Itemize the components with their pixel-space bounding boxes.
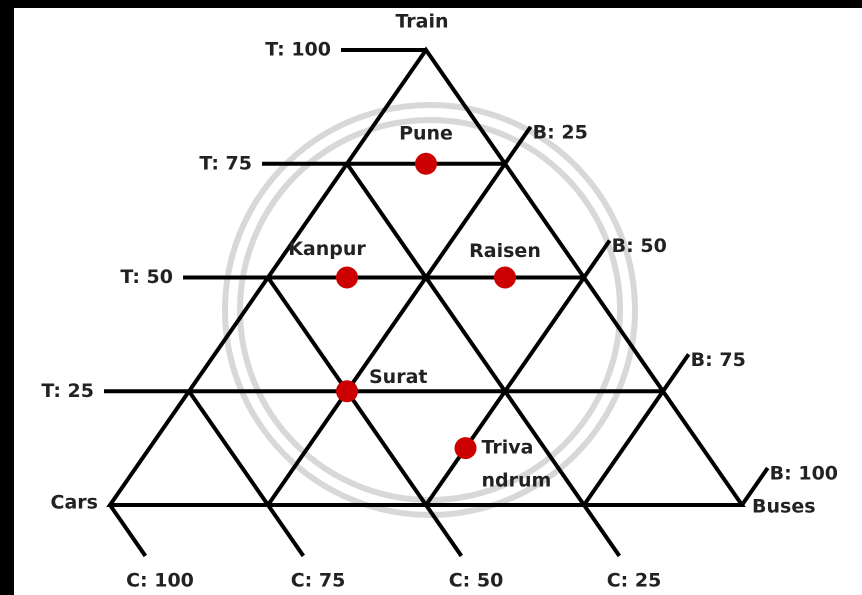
t-tick-label: T: 25 xyxy=(41,380,94,402)
data-point xyxy=(336,266,358,289)
grid-line xyxy=(187,390,306,558)
b-tick-label: B: 100 xyxy=(770,463,838,485)
data-point xyxy=(494,266,516,289)
c-tick-label: C: 75 xyxy=(291,570,346,592)
c-tick-label: C: 25 xyxy=(607,570,662,592)
data-point xyxy=(454,437,477,460)
point-label: Surat xyxy=(369,366,427,388)
c-tick-label: C: 50 xyxy=(449,570,504,592)
t-tick-label: T: 75 xyxy=(199,152,252,174)
point-label: Raisen xyxy=(469,240,541,262)
b-tick-label: B: 25 xyxy=(533,121,588,143)
t-tick-label: T: 100 xyxy=(265,39,331,61)
vertex-label: Train xyxy=(395,11,448,33)
grid-line xyxy=(345,162,622,558)
grid-line xyxy=(582,353,691,507)
c-tick-label: C: 100 xyxy=(126,570,194,592)
data-point xyxy=(336,380,358,403)
vertex-label: Buses xyxy=(752,496,816,518)
point-label: Pune xyxy=(399,122,453,144)
point-label: Kanpur xyxy=(288,238,366,260)
grid-line xyxy=(266,125,533,507)
grid-line xyxy=(424,239,612,507)
point-label: Triva xyxy=(482,437,534,459)
t-tick-label: T: 50 xyxy=(120,266,173,288)
grid-line xyxy=(108,503,148,558)
data-point xyxy=(415,152,437,175)
point-label: ndrum xyxy=(482,470,552,492)
b-tick-label: B: 75 xyxy=(691,349,746,371)
vertex-label: Cars xyxy=(51,492,98,514)
b-tick-label: B: 50 xyxy=(612,235,667,257)
grid-line xyxy=(266,276,464,558)
grid-line xyxy=(740,466,770,507)
